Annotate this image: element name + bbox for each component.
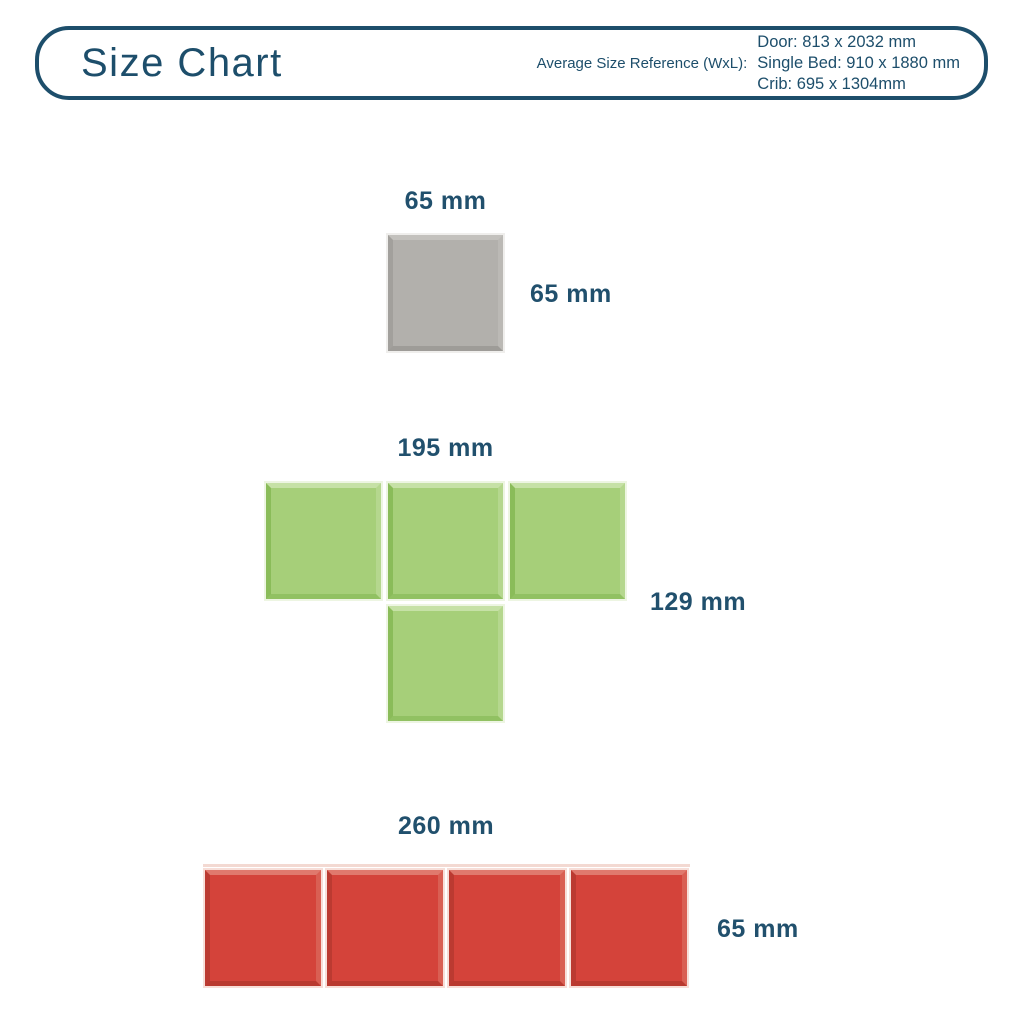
- red-height-label: 65 mm: [717, 915, 799, 943]
- header: Size Chart Average Size Reference (WxL):…: [35, 26, 988, 100]
- red-width-label: 260 mm: [397, 812, 495, 840]
- gray-width-label: 65 mm: [404, 187, 487, 215]
- reference-single-bed: Single Bed: 910 x 1880 mm: [757, 53, 960, 72]
- reference-label: Average Size Reference (WxL):: [536, 54, 748, 72]
- gray-tile: [388, 235, 503, 351]
- red-tile: [205, 870, 321, 986]
- reference-crib: Crib: 695 x 1304mm: [757, 74, 906, 93]
- red-row-top-line: [203, 864, 690, 867]
- red-tile: [449, 870, 565, 986]
- reference-block: Average Size Reference (WxL): Door: 813 …: [537, 32, 960, 95]
- page-title: Size Chart: [81, 40, 283, 85]
- reference-list: Door: 813 x 2032 mm Single Bed: 910 x 18…: [757, 32, 960, 95]
- red-tile: [327, 870, 443, 986]
- green-height-label: 129 mm: [650, 588, 747, 616]
- green-width-label: 195 mm: [397, 434, 494, 462]
- reference-door: Door: 813 x 2032 mm: [757, 32, 916, 51]
- green-tile: [388, 483, 503, 599]
- green-tile: [388, 606, 503, 721]
- green-tile: [266, 483, 381, 599]
- red-tile: [571, 870, 687, 986]
- green-tile: [510, 483, 625, 599]
- gray-height-label: 65 mm: [530, 280, 612, 308]
